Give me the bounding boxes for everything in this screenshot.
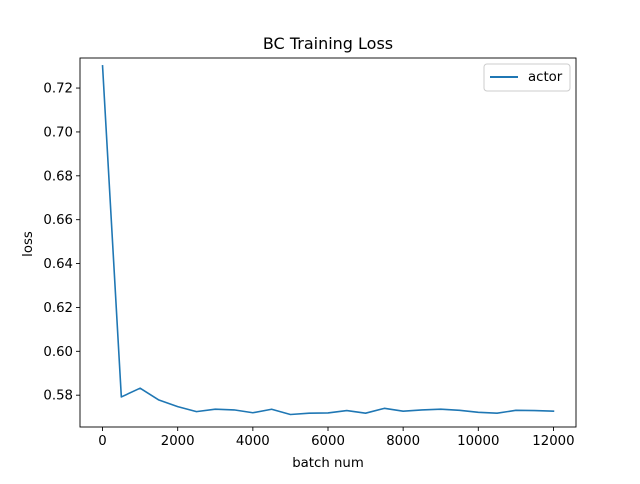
- y-axis-ticks: 0.58 0.60 0.62 0.64 0.66 0.68 0.70 0.72: [43, 82, 80, 404]
- y-axis-label: loss: [21, 231, 36, 257]
- x-tick-label: 6000: [311, 434, 345, 449]
- series-line-actor: [101, 65, 555, 416]
- y-tick-label: 0.60: [43, 345, 73, 360]
- chart-title: BC Training Loss: [263, 34, 393, 53]
- axes-frame: [79, 57, 577, 428]
- x-tick-label: 4000: [236, 434, 270, 449]
- x-axis-ticks: 0 2000 4000 6000 8000 10000 12000: [98, 427, 575, 449]
- legend-label-actor: actor: [528, 70, 563, 85]
- plot-area: [79, 57, 577, 428]
- legend-box: [483, 63, 571, 92]
- y-tick-label: 0.64: [43, 257, 73, 272]
- x-tick-label: 12000: [532, 434, 574, 449]
- y-tick-label: 0.70: [43, 125, 73, 140]
- x-tick-label: 8000: [386, 434, 420, 449]
- y-tick-label: 0.66: [43, 213, 73, 228]
- y-tick-label: 0.62: [43, 301, 73, 316]
- x-tick-label: 0: [98, 434, 106, 449]
- x-tick-label: 10000: [457, 434, 499, 449]
- legend: actor: [483, 63, 571, 92]
- x-tick-label: 2000: [161, 434, 195, 449]
- y-tick-label: 0.68: [43, 169, 73, 184]
- x-axis-label: batch num: [292, 456, 364, 471]
- y-tick-label: 0.58: [43, 389, 73, 404]
- y-tick-label: 0.72: [43, 82, 73, 97]
